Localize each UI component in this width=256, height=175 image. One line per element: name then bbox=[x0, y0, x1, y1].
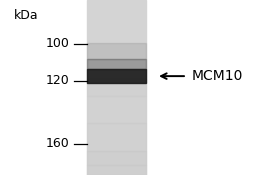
Bar bbox=[87, 96, 146, 122]
Bar bbox=[87, 59, 146, 69]
Text: 100: 100 bbox=[45, 37, 69, 50]
Bar bbox=[87, 122, 146, 150]
Bar bbox=[87, 69, 146, 83]
Bar bbox=[87, 43, 146, 59]
Text: 120: 120 bbox=[45, 74, 69, 87]
Bar bbox=[87, 150, 146, 164]
Text: MCM10: MCM10 bbox=[192, 69, 243, 83]
Bar bbox=[87, 79, 146, 96]
Bar bbox=[87, 0, 146, 175]
Text: kDa: kDa bbox=[14, 9, 39, 22]
Text: 160: 160 bbox=[45, 137, 69, 150]
Bar bbox=[87, 164, 146, 175]
